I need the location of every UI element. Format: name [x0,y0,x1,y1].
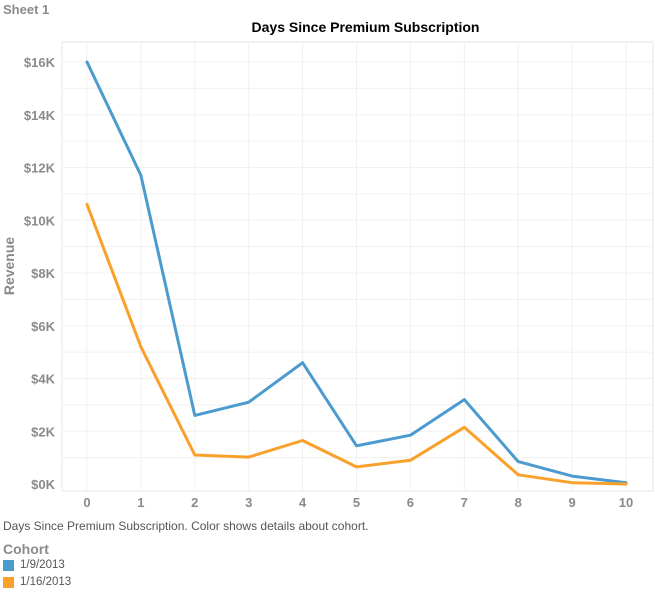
y-tick-label: $0K [31,477,55,492]
x-tick-label: 1 [137,495,144,510]
line-chart: Days Since Premium Subscription $0K $2K $4K… [1,19,654,510]
sheet-title: Sheet 1 [3,2,50,17]
y-tick-label: $10K [24,213,56,228]
series-line-2 [85,202,628,486]
x-tick-label: 9 [568,495,575,510]
legend-item-label: 1/9/2013 [20,559,65,571]
y-tick-label: $4K [31,372,55,387]
legend-item-1-16-2013[interactable]: 1/16/2013 [3,576,71,588]
legend-title: Cohort [3,541,49,557]
chart-caption: Days Since Premium Subscription. Color s… [3,519,369,533]
plot-frame [61,41,654,492]
legend-item-1-9-2013[interactable]: 1/9/2013 [3,559,65,571]
legend-swatch [3,576,14,588]
y-tick-label: $8K [31,266,55,281]
y-tick-label: $2K [31,424,55,439]
x-tick-label: 3 [245,495,252,510]
x-tick-label: 5 [353,495,360,510]
x-tick-label: 2 [191,495,198,510]
x-tick-label: 8 [515,495,522,510]
x-tick-label: 7 [461,495,468,510]
y-tick-label: $12K [24,161,56,176]
x-tick-label: 10 [619,495,633,510]
chart-title: Days Since Premium Subscription [252,19,480,35]
legend-item-label: 1/16/2013 [20,576,72,588]
y-tick-label: $14K [24,108,56,123]
y-axis-label: Revenue [1,237,17,296]
y-tick-label: $6K [31,319,55,334]
legend-swatch [3,559,14,571]
y-tick-label: $16K [24,55,56,70]
x-tick-label: 6 [407,495,414,510]
series-line-1 [85,60,628,485]
x-tick-label: 4 [299,495,307,510]
x-tick-label: 0 [83,495,90,510]
